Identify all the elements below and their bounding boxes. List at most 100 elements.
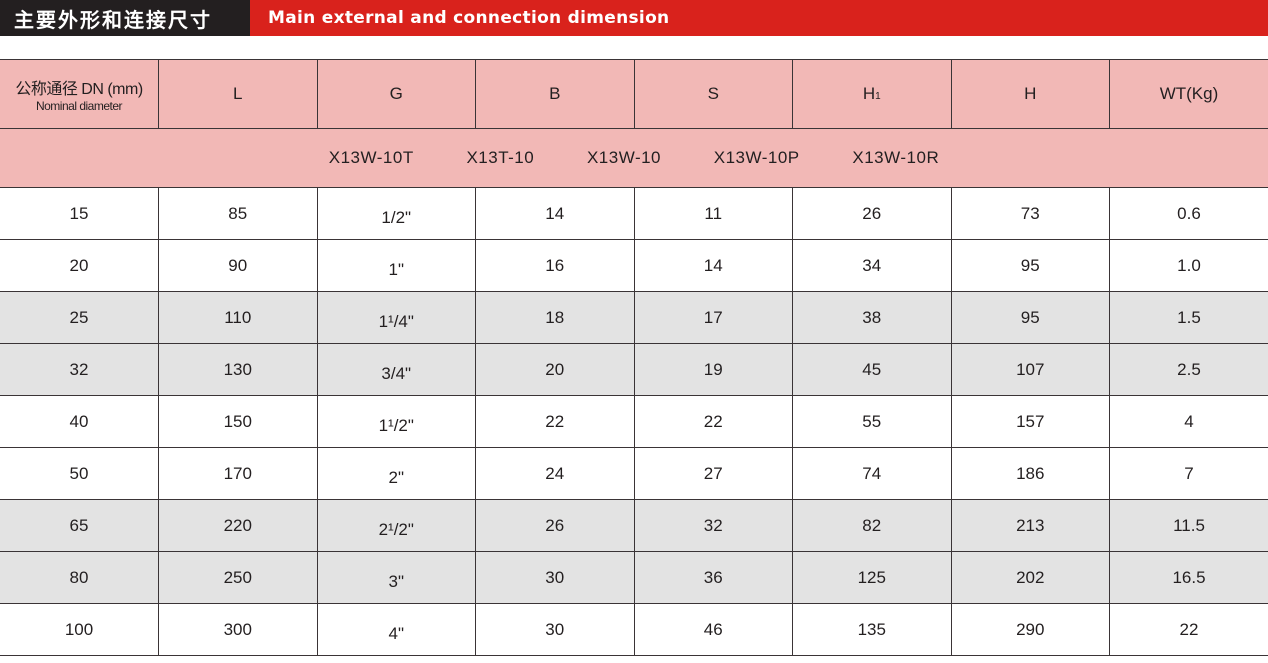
- cell-l: 110: [158, 291, 318, 344]
- cell-value: 14: [703, 255, 723, 275]
- cell-g: 1¹/4": [316, 291, 476, 344]
- table-row: 25 110 1¹/4" 18 17 38 95 1.5: [0, 291, 1268, 344]
- cell-l: 130: [158, 343, 318, 396]
- cell-value: 125: [857, 567, 886, 587]
- cell-dn: 50: [0, 447, 159, 500]
- cell-value: 26: [545, 515, 565, 535]
- cell-g: 4": [316, 603, 476, 656]
- cell-value: 2.5: [1177, 359, 1201, 379]
- table-row: 32 130 3/4" 20 19 45 107 2.5: [0, 343, 1268, 396]
- cell-wt: 16.5: [1109, 551, 1268, 604]
- cell-dn: 40: [0, 395, 159, 448]
- cell-l: 85: [158, 187, 318, 240]
- cell-b: 24: [475, 447, 635, 500]
- header-s: S: [633, 59, 793, 129]
- cell-value: 107: [1016, 359, 1045, 379]
- cell-value: 3": [388, 571, 405, 591]
- cell-dn: 25: [0, 291, 159, 344]
- title-english: Main external and connection dimension: [250, 0, 1268, 36]
- cell-value: 4": [388, 623, 405, 643]
- cell-dn: 100: [0, 603, 159, 656]
- cell-l: 300: [158, 603, 318, 656]
- cell-value: 22: [1179, 619, 1199, 639]
- cell-value: 38: [862, 307, 882, 327]
- table-row: 100 300 4" 30 46 135 290 22: [0, 603, 1268, 656]
- cell-value: 135: [857, 619, 886, 639]
- cell-s: 19: [633, 343, 793, 396]
- model-label: X13W-10: [586, 148, 662, 167]
- cell-g: 3/4": [316, 343, 476, 396]
- table-row: 50 170 2" 24 27 74 186 7: [0, 447, 1268, 500]
- cell-value: 80: [69, 567, 89, 587]
- cell-s: 27: [633, 447, 793, 500]
- header-b: B: [475, 59, 635, 129]
- cell-l: 220: [158, 499, 318, 552]
- header-dn-en: Nominal diameter: [35, 99, 123, 113]
- cell-value: 3/4": [381, 363, 412, 383]
- cell-value: 40: [69, 411, 89, 431]
- cell-value: 46: [703, 619, 723, 639]
- cell-value: 19: [703, 359, 723, 379]
- cell-value: 186: [1016, 463, 1045, 483]
- models-row: X13W-10T X13T-10 X13W-10 X13W-10P X13W-1…: [0, 128, 1268, 188]
- cell-b: 16: [475, 239, 635, 292]
- cell-h: 202: [950, 551, 1110, 604]
- cell-value: 22: [545, 411, 565, 431]
- header-row: 公称通径 DN (mm) Nominal diameter L G B S H1…: [0, 59, 1268, 129]
- cell-value: 22: [703, 411, 723, 431]
- cell-value: 157: [1016, 411, 1045, 431]
- cell-value: 55: [862, 411, 882, 431]
- cell-value: 32: [69, 359, 89, 379]
- cell-l: 250: [158, 551, 318, 604]
- cell-dn: 65: [0, 499, 159, 552]
- model-label: X13W-10T: [328, 148, 414, 167]
- cell-value: 82: [862, 515, 882, 535]
- model-label: X13W-10P: [713, 148, 800, 167]
- cell-value: 1/2": [381, 207, 412, 227]
- cell-h1: 135: [792, 603, 952, 656]
- cell-value: 170: [223, 463, 252, 483]
- cell-value: 16: [545, 255, 565, 275]
- cell-value: 202: [1016, 567, 1045, 587]
- cell-value: 4: [1184, 411, 1194, 431]
- cell-s: 36: [633, 551, 793, 604]
- header-h: H: [950, 59, 1110, 129]
- cell-s: 46: [633, 603, 793, 656]
- header-h1-sub: 1: [875, 91, 881, 102]
- cell-l: 170: [158, 447, 318, 500]
- models-cell: X13W-10T X13T-10 X13W-10 X13W-10P X13W-1…: [0, 128, 1268, 188]
- cell-value: 290: [1016, 619, 1045, 639]
- table-row: 20 90 1" 16 14 34 95 1.0: [0, 239, 1268, 292]
- cell-value: 24: [545, 463, 565, 483]
- cell-value: 18: [545, 307, 565, 327]
- cell-value: 1.5: [1177, 307, 1201, 327]
- cell-value: 20: [545, 359, 565, 379]
- model-label: X13T-10: [466, 148, 535, 167]
- cell-l: 150: [158, 395, 318, 448]
- cell-h1: 125: [792, 551, 952, 604]
- cell-value: 213: [1016, 515, 1045, 535]
- cell-value: 27: [703, 463, 723, 483]
- cell-b: 30: [475, 551, 635, 604]
- cell-h: 73: [950, 187, 1110, 240]
- cell-value: 26: [862, 203, 882, 223]
- cell-wt: 11.5: [1109, 499, 1268, 552]
- cell-wt: 0.6: [1109, 187, 1268, 240]
- cell-g: 1¹/2": [316, 395, 476, 448]
- title-chinese: 主要外形和连接尺寸: [0, 0, 250, 36]
- cell-value: 85: [228, 203, 248, 223]
- header-wt: WT(Kg): [1109, 59, 1268, 129]
- cell-h1: 34: [792, 239, 952, 292]
- cell-value: 16.5: [1172, 567, 1206, 587]
- header-g: G: [316, 59, 476, 129]
- cell-h1: 74: [792, 447, 952, 500]
- cell-value: 45: [862, 359, 882, 379]
- cell-wt: 22: [1109, 603, 1268, 656]
- dimension-table: 公称通径 DN (mm) Nominal diameter L G B S H1…: [0, 59, 1268, 656]
- cell-wt: 4: [1109, 395, 1268, 448]
- cell-value: 150: [223, 411, 252, 431]
- cell-s: 22: [633, 395, 793, 448]
- cell-value: 0.6: [1177, 203, 1201, 223]
- cell-value: 95: [1020, 307, 1040, 327]
- cell-value: 25: [69, 307, 89, 327]
